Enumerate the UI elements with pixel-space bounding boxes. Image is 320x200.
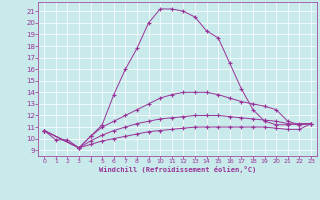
X-axis label: Windchill (Refroidissement éolien,°C): Windchill (Refroidissement éolien,°C) [99, 166, 256, 173]
